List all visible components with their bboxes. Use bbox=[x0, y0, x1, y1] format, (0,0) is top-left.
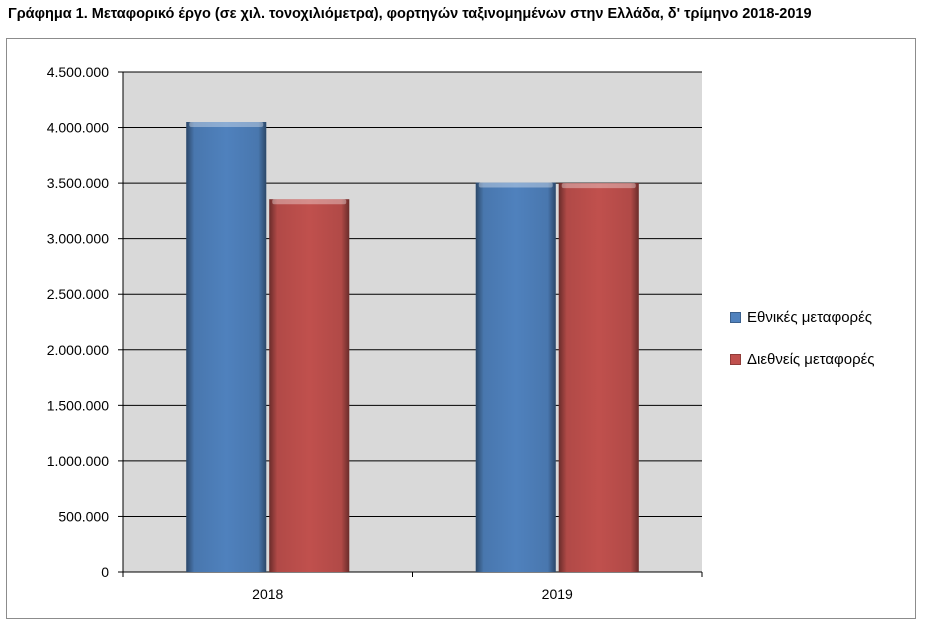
x-tick-label: 2019 bbox=[542, 586, 573, 602]
bar-highlight bbox=[561, 183, 636, 189]
y-tick-label: 2.000.000 bbox=[47, 342, 109, 358]
y-tick-label: 4.000.000 bbox=[47, 120, 109, 136]
bar-shading bbox=[269, 199, 350, 572]
y-tick-label: 2.500.000 bbox=[47, 286, 109, 302]
y-tick-label: 1.000.000 bbox=[47, 453, 109, 469]
bar-shading bbox=[558, 183, 639, 572]
legend-swatch-series-1 bbox=[730, 311, 741, 323]
y-tick-label: 3.500.000 bbox=[47, 175, 109, 191]
y-tick-label: 4.500.000 bbox=[47, 64, 109, 80]
y-tick-label: 3.000.000 bbox=[47, 231, 109, 247]
chart-legend: Εθνικές μεταφορές Διεθνείς μεταφορές bbox=[730, 306, 875, 390]
y-tick-label: 500.000 bbox=[58, 508, 109, 524]
y-tick-label: 0 bbox=[101, 564, 109, 580]
legend-label-series-1: Εθνικές μεταφορές bbox=[747, 308, 872, 326]
legend-swatch-series-2 bbox=[730, 353, 741, 365]
chart-title: Γράφημα 1. Μεταφορικό έργο (σε χιλ. τονο… bbox=[8, 6, 812, 22]
bar-highlight bbox=[478, 182, 553, 188]
x-tick-label: 2018 bbox=[252, 586, 283, 602]
bar-shading bbox=[186, 122, 267, 572]
bar-highlight bbox=[189, 122, 264, 127]
bar-highlight bbox=[272, 199, 347, 205]
legend-item-series-1: Εθνικές μεταφορές bbox=[730, 306, 875, 328]
bar-shading bbox=[475, 182, 556, 573]
legend-label-series-2: Διεθνείς μεταφορές bbox=[747, 350, 875, 368]
y-tick-label: 1.500.000 bbox=[47, 397, 109, 413]
legend-item-series-2: Διεθνείς μεταφορές bbox=[730, 348, 875, 370]
